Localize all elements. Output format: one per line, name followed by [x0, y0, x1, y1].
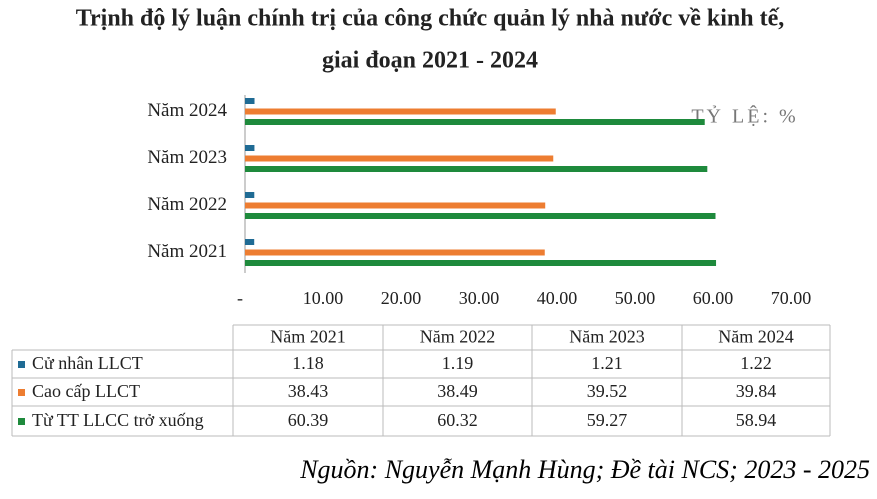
table-cell: 59.27 [587, 410, 628, 430]
table-cell: 38.43 [288, 381, 329, 401]
legend-swatch [18, 389, 25, 396]
x-tick-label: 10.00 [303, 288, 344, 308]
bar [245, 119, 705, 125]
legend-swatch [18, 361, 25, 368]
x-tick-label: 50.00 [615, 288, 656, 308]
y-tick-label: Năm 2021 [147, 241, 227, 262]
table-cell: 1.22 [740, 353, 772, 373]
bar [245, 155, 554, 162]
table-cell: 38.49 [437, 381, 478, 401]
bar [245, 192, 255, 198]
table-cell: 39.52 [587, 381, 628, 401]
table-cell: 39.84 [736, 381, 777, 401]
bar [245, 98, 255, 104]
x-tick-label: 40.00 [537, 288, 578, 308]
bar [245, 166, 708, 172]
bar [245, 213, 716, 219]
bar [245, 249, 545, 256]
y-tick-label: Năm 2024 [147, 100, 227, 121]
bar [245, 145, 255, 151]
bar [245, 239, 255, 245]
axis-annotation: TỶ LỆ: % [691, 105, 798, 128]
x-tick-label: 60.00 [693, 288, 734, 308]
x-tick-label: 30.00 [459, 288, 500, 308]
table-header: Năm 2023 [569, 327, 645, 347]
bar [245, 260, 717, 266]
table-cell: 58.94 [736, 410, 777, 430]
y-tick-label: Năm 2022 [147, 194, 227, 215]
table-header: Năm 2022 [420, 327, 496, 347]
table-cell: 1.19 [442, 353, 474, 373]
legend-label: Cao cấp LLCT [32, 381, 140, 401]
table-cell: 1.18 [292, 353, 324, 373]
table-cell: 60.32 [437, 410, 478, 430]
y-tick-label: Năm 2023 [147, 147, 227, 168]
legend-label: Từ TT LLCC trở xuống [32, 410, 204, 430]
table-cell: 60.39 [288, 410, 329, 430]
source-note: Nguồn: Nguyễn Mạnh Hùng; Đề tài NCS; 202… [299, 455, 870, 484]
chart-title: Trịnh độ lý luận chính trị của công chức… [76, 6, 784, 32]
x-tick-label: 70.00 [771, 288, 812, 308]
bar [245, 108, 556, 115]
table-header: Năm 2024 [718, 327, 794, 347]
bar [245, 202, 546, 209]
x-tick-label: 20.00 [381, 288, 422, 308]
x-tick-label: - [237, 288, 243, 308]
legend-swatch [18, 418, 25, 425]
legend-label: Cử nhân LLCT [32, 353, 143, 373]
table-cell: 1.21 [591, 353, 623, 373]
chart-title: giai đoạn 2021 - 2024 [322, 48, 538, 74]
table-header: Năm 2021 [270, 327, 346, 347]
